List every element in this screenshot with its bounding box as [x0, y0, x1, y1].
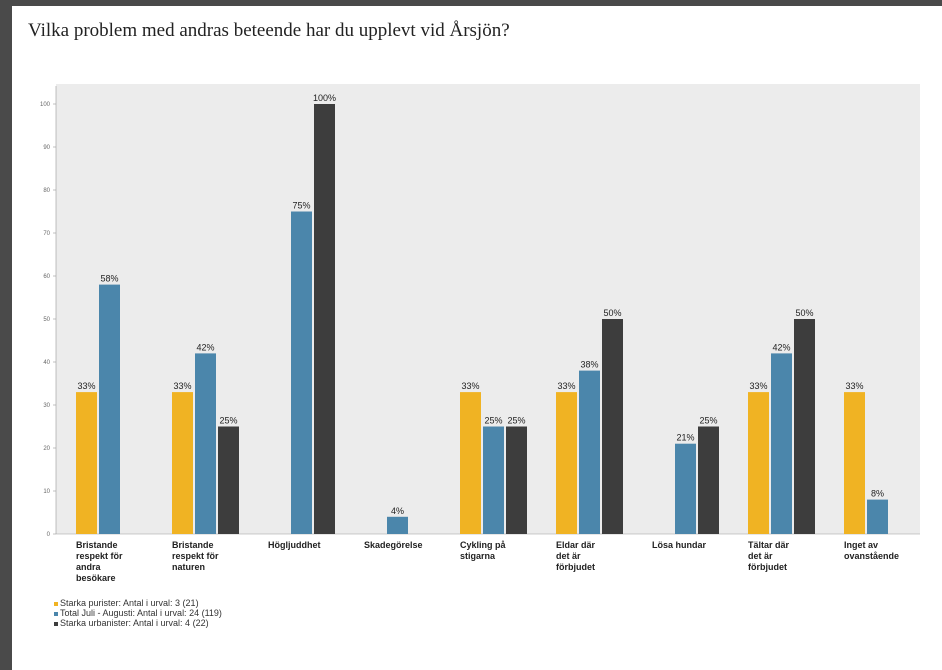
bar-series-1-cat-5	[579, 370, 600, 534]
data-label-series-1-cat-3: 4%	[391, 506, 404, 516]
legend-label: Total Juli - Augusti: Antal i urval: 24 …	[60, 608, 222, 618]
y-tick-label: 60	[43, 274, 50, 280]
data-label-series-1-cat-2: 75%	[292, 201, 310, 211]
data-label-series-2-cat-6: 25%	[699, 416, 717, 426]
y-tick-label: 30	[43, 403, 50, 409]
category-label-7: Tältar där det är förbjudet	[748, 540, 790, 572]
y-tick-label: 10	[43, 489, 50, 495]
legend-label: Starka purister: Antal i urval: 3 (21)	[60, 598, 199, 608]
category-labels: Bristande respekt för andra besökare Bristan…	[76, 540, 899, 583]
y-tick-label: 40	[43, 360, 50, 366]
category-label-5: Eldar där det är förbjudet	[556, 540, 596, 572]
legend-label: Starka urbanister: Antal i urval: 4 (22)	[60, 618, 209, 628]
bar-series-2-cat-4	[506, 426, 527, 534]
data-label-series-2-cat-1: 25%	[219, 416, 237, 426]
y-tick-label: 90	[43, 145, 50, 151]
data-label-series-1-cat-7: 42%	[772, 342, 790, 352]
y-tick-label: 50	[43, 317, 50, 323]
category-label-6: Lösa hundar	[652, 540, 707, 550]
category-label-4: Cykling på stigarna	[460, 540, 507, 561]
category-label-8: Inget av ovanstående	[844, 540, 899, 561]
bar-series-1-cat-7	[771, 353, 792, 534]
legend-item-purister: Starka purister: Antal i urval: 3 (21)	[54, 598, 222, 608]
bar-series-1-cat-3	[387, 516, 408, 534]
bar-series-1-cat-2	[291, 211, 312, 534]
bar-series-0-cat-0	[76, 392, 97, 534]
bar-series-1-cat-6	[675, 443, 696, 534]
legend-item-urbanister: Starka urbanister: Antal i urval: 4 (22)	[54, 618, 222, 628]
bar-series-1-cat-0	[99, 284, 120, 534]
data-label-series-0-cat-4: 33%	[461, 381, 479, 391]
bar-series-0-cat-1	[172, 392, 193, 534]
bar-series-0-cat-4	[460, 392, 481, 534]
data-label-series-1-cat-0: 58%	[100, 274, 118, 284]
data-label-series-2-cat-5: 50%	[603, 308, 621, 318]
data-label-series-2-cat-2: 100%	[313, 93, 336, 103]
bar-series-1-cat-4	[483, 426, 504, 534]
bar-series-2-cat-2	[314, 104, 335, 534]
bar-series-2-cat-7	[794, 319, 815, 534]
bar-series-2-cat-1	[218, 426, 239, 534]
bar-series-1-cat-8	[867, 499, 888, 534]
data-label-series-1-cat-5: 38%	[580, 360, 598, 370]
y-tick-label: 20	[43, 446, 50, 452]
bar-series-1-cat-1	[195, 353, 216, 534]
data-label-series-0-cat-0: 33%	[77, 381, 95, 391]
category-label-0: Bristande respekt för andra besökare	[76, 540, 123, 583]
data-label-series-1-cat-1: 42%	[196, 342, 214, 352]
category-label-2: Högljuddhet	[268, 540, 321, 550]
data-label-series-1-cat-6: 21%	[676, 433, 694, 443]
data-label-series-0-cat-1: 33%	[173, 381, 191, 391]
legend-swatch-urbanister	[54, 621, 58, 626]
legend-swatch-total	[54, 611, 58, 616]
category-label-3: Skadegörelse	[364, 540, 423, 550]
y-tick-label: 80	[43, 188, 50, 194]
legend-swatch-purister	[54, 601, 58, 606]
bar-series-0-cat-8	[844, 392, 865, 534]
report-frame: Vilka problem med andras beteende har du…	[12, 6, 942, 670]
data-label-series-1-cat-4: 25%	[484, 416, 502, 426]
data-label-series-0-cat-8: 33%	[845, 381, 863, 391]
data-label-series-0-cat-5: 33%	[557, 381, 575, 391]
data-label-series-2-cat-7: 50%	[795, 308, 813, 318]
chart-title: Vilka problem med andras beteende har du…	[28, 20, 510, 41]
category-label-1: Bristande respekt för naturen	[172, 540, 219, 572]
bars-group: 33% 33% 33% 33% 33% 33% 58% 42% 75% 4% 25% 38% 21% 42…	[76, 93, 888, 534]
bar-series-2-cat-6	[698, 426, 719, 534]
y-tick-label: 70	[43, 231, 50, 237]
legend: Starka purister: Antal i urval: 3 (21) T…	[54, 598, 222, 628]
data-label-series-2-cat-4: 25%	[507, 416, 525, 426]
data-label-series-0-cat-7: 33%	[749, 381, 767, 391]
data-label-series-1-cat-8: 8%	[871, 489, 884, 499]
y-tick-label: 100	[40, 102, 51, 108]
bar-series-0-cat-5	[556, 392, 577, 534]
legend-item-total: Total Juli - Augusti: Antal i urval: 24 …	[54, 608, 222, 618]
y-tick-label: 0	[47, 532, 51, 538]
bar-series-2-cat-5	[602, 319, 623, 534]
bar-series-0-cat-7	[748, 392, 769, 534]
